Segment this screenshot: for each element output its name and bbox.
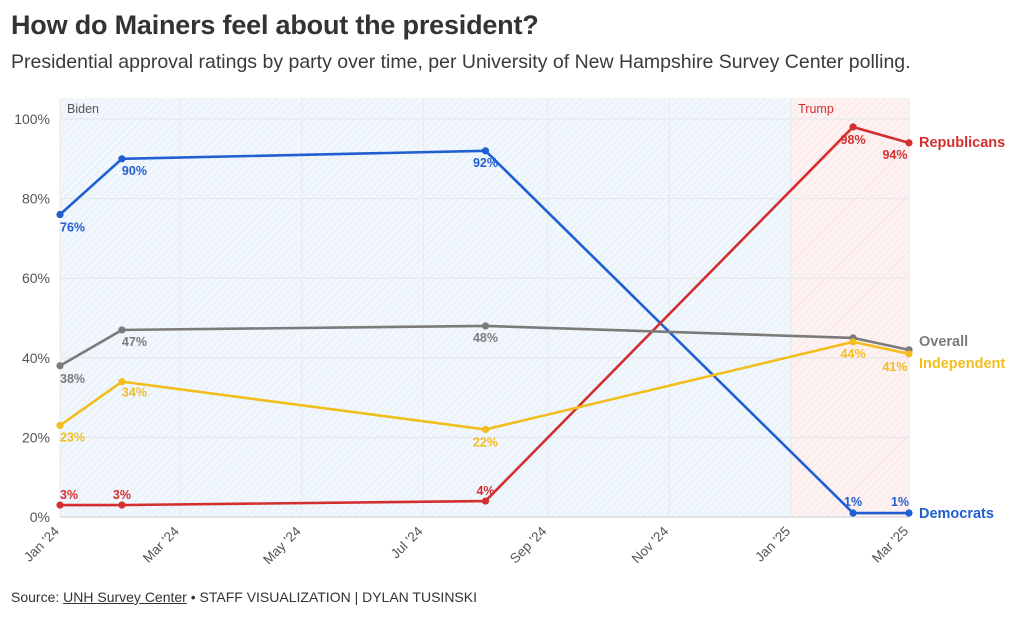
x-tick-label: Mar '24: [140, 523, 182, 565]
y-tick-label: 20%: [22, 429, 50, 445]
point-republicans: [905, 139, 913, 147]
data-label-democrats: 1%: [844, 495, 862, 509]
source-prefix: Source:: [11, 589, 64, 605]
chart-title: How do Mainers feel about the president?: [11, 10, 539, 40]
x-tick-label: Sep '24: [507, 523, 550, 566]
legend-republicans: Republicans: [919, 135, 1005, 151]
point-republicans: [849, 123, 857, 131]
x-tick-label: May '24: [260, 523, 304, 567]
point-republicans: [481, 497, 490, 505]
chart-subtitle: Presidential approval ratings by party o…: [11, 51, 911, 73]
data-label-independent: 22%: [473, 435, 498, 449]
point-independent: [849, 338, 857, 346]
legend-overall: Overall: [919, 334, 968, 350]
source-credit: • STAFF VISUALIZATION | DYLAN TUSINSKI: [186, 589, 477, 605]
x-tick-label: Nov '24: [629, 523, 672, 566]
data-label-republicans: 3%: [113, 488, 131, 502]
data-label-independent: 44%: [841, 347, 866, 361]
data-label-overall: 38%: [60, 372, 85, 386]
data-label-republicans: 98%: [841, 133, 866, 147]
point-overall: [56, 362, 64, 370]
y-tick-label: 100%: [14, 111, 50, 127]
x-tick-label: Jan '24: [21, 523, 62, 564]
x-tick-label: Jan '25: [752, 524, 793, 565]
point-independent: [905, 350, 913, 358]
point-overall: [118, 326, 126, 334]
data-label-overall: 48%: [473, 331, 498, 345]
data-label-republicans: 94%: [882, 148, 907, 162]
data-label-independent: 41%: [882, 360, 907, 374]
x-tick-label: Jul '24: [388, 523, 426, 561]
point-democrats: [481, 147, 490, 155]
legend-democrats: Democrats: [919, 506, 994, 522]
point-republicans: [56, 501, 64, 509]
data-label-republicans: 3%: [60, 488, 78, 502]
data-label-republicans: 4%: [476, 484, 494, 498]
point-republicans: [118, 501, 126, 509]
point-democrats: [849, 509, 857, 517]
y-tick-label: 40%: [22, 350, 50, 366]
source-link[interactable]: UNH Survey Center: [63, 589, 187, 605]
point-independent: [56, 421, 64, 430]
x-tick-label: Mar '25: [869, 524, 911, 566]
data-label-democrats: 1%: [891, 495, 909, 509]
data-label-democrats: 76%: [60, 221, 85, 235]
period-label-trump: Trump: [798, 102, 834, 116]
point-independent: [481, 425, 490, 434]
period-band-trump: [791, 98, 909, 517]
point-independent: [118, 378, 126, 386]
y-tick-label: 80%: [22, 191, 50, 207]
data-label-overall: 47%: [122, 335, 147, 349]
data-label-democrats: 92%: [473, 156, 498, 170]
data-label-independent: 34%: [122, 386, 147, 400]
legend-independent: Independent: [919, 356, 1005, 372]
y-tick-label: 60%: [22, 270, 50, 286]
point-democrats: [905, 509, 913, 517]
point-democrats: [118, 155, 126, 163]
data-label-independent: 23%: [60, 430, 85, 444]
point-democrats: [56, 210, 64, 219]
period-band-biden: [60, 98, 792, 517]
y-tick-label: 0%: [30, 509, 50, 525]
period-label-biden: Biden: [67, 102, 99, 116]
point-overall: [481, 322, 490, 330]
source-line: Source: UNH Survey Center • STAFF VISUAL…: [11, 589, 477, 605]
data-label-democrats: 90%: [122, 164, 147, 178]
